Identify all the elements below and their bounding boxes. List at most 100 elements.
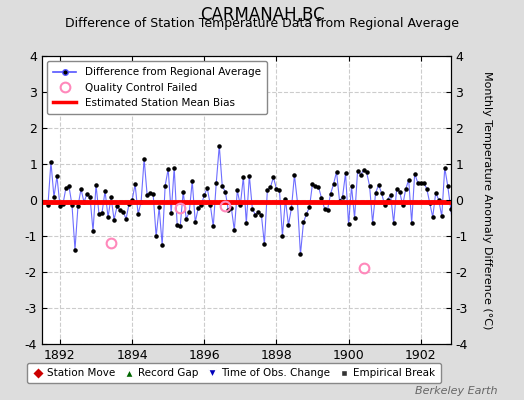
Point (363, 169, 371, 175)
Point (179, 188, 188, 195)
Point (320, 205, 329, 212)
Point (71, 246, 79, 253)
Point (257, 212, 266, 218)
Point (164, 166, 172, 172)
Point (335, 198, 344, 204)
Point (278, 233, 287, 239)
Point (173, 222, 181, 228)
Point (384, 196, 392, 203)
Point (62, 184, 70, 191)
Text: Berkeley Earth: Berkeley Earth (416, 386, 498, 396)
Point (122, 216, 130, 222)
Point (413, 179, 422, 186)
Point (375, 182, 383, 188)
Point (86, 194, 94, 200)
Point (386, 192, 395, 198)
Point (149, 191, 157, 197)
Point (242, 220, 250, 226)
Point (446, 206, 455, 212)
Point (353, 168, 362, 174)
Point (372, 190, 380, 196)
Point (351, 215, 359, 222)
Point (290, 172, 299, 178)
Point (332, 169, 341, 175)
Point (359, 167, 368, 173)
Point (125, 200, 133, 207)
Point (206, 202, 214, 208)
Point (128, 197, 136, 204)
Text: CARMANAH,BC: CARMANAH,BC (200, 6, 324, 24)
Point (143, 192, 151, 198)
Point (77, 186, 85, 192)
Point (287, 205, 296, 211)
Point (365, 183, 374, 189)
Point (203, 185, 212, 191)
Point (284, 222, 292, 228)
Point (434, 197, 443, 203)
Point (224, 207, 233, 213)
Point (269, 174, 278, 180)
Point (212, 180, 221, 186)
Point (266, 184, 275, 190)
Point (98, 209, 106, 216)
Point (116, 207, 124, 213)
Point (176, 223, 184, 230)
Point (329, 181, 337, 187)
Point (308, 181, 316, 187)
Point (197, 202, 205, 208)
Point (107, 194, 115, 201)
Point (74, 203, 82, 209)
Point (140, 156, 148, 162)
Point (59, 201, 67, 207)
Point (296, 251, 304, 258)
Point (323, 207, 332, 213)
Point (281, 196, 290, 202)
Point (425, 200, 434, 206)
Point (263, 187, 271, 193)
Point (230, 227, 238, 233)
Point (254, 209, 263, 216)
Point (83, 190, 91, 197)
Point (420, 180, 428, 186)
Point (221, 188, 230, 195)
Point (185, 209, 193, 216)
Point (251, 212, 259, 218)
Point (233, 187, 242, 194)
Point (50, 194, 58, 200)
Point (339, 194, 347, 200)
Point (377, 190, 386, 196)
Point (137, 198, 145, 205)
Text: Difference of Station Temperature Data from Regional Average: Difference of Station Temperature Data f… (65, 17, 459, 30)
Point (272, 186, 280, 192)
Point (182, 216, 190, 222)
Point (167, 210, 176, 216)
Point (408, 220, 416, 226)
Point (194, 205, 202, 212)
Point (56, 202, 64, 209)
Point (401, 186, 410, 193)
Point (161, 182, 169, 189)
Point (389, 220, 398, 226)
Point (47, 159, 55, 165)
Point (89, 228, 97, 234)
Point (104, 214, 112, 220)
Point (158, 242, 166, 248)
Point (368, 220, 377, 226)
Point (432, 189, 440, 196)
Point (453, 216, 461, 222)
Point (134, 211, 143, 217)
Point (429, 214, 437, 220)
Point (396, 188, 404, 195)
Point (245, 172, 254, 179)
Point (299, 219, 308, 226)
Point (344, 221, 353, 227)
Point (305, 204, 314, 210)
Point (188, 178, 196, 184)
Point (119, 209, 127, 215)
Point (405, 176, 413, 183)
Point (441, 165, 449, 171)
Point (318, 195, 326, 201)
Point (92, 182, 100, 188)
Point (200, 192, 209, 198)
Y-axis label: Monthly Temperature Anomaly Difference (°C): Monthly Temperature Anomaly Difference (… (482, 71, 492, 329)
